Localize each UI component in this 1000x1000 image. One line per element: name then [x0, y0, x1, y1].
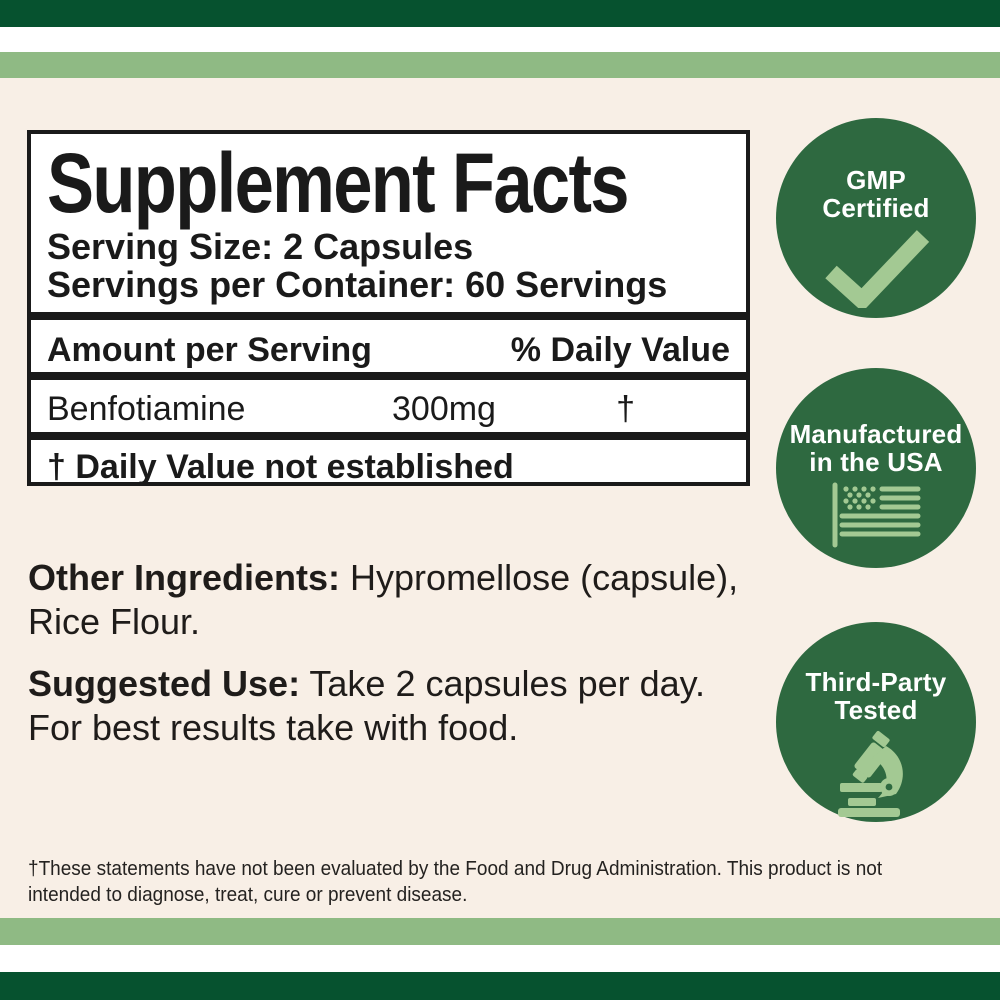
serving-info: Serving Size: 2 Capsules Servings per Co…	[47, 225, 730, 305]
fda-disclaimer: †These statements have not been evaluate…	[28, 856, 969, 908]
supplement-facts-panel: Supplement Facts Serving Size: 2 Capsule…	[27, 130, 750, 486]
daily-value-footnote: † Daily Value not established	[31, 432, 746, 482]
daily-value-header: % Daily Value	[510, 331, 730, 369]
bottom-dark-stripe	[0, 972, 1000, 1000]
other-ingredients-paragraph: Other Ingredients: Hypromellose (capsule…	[28, 556, 763, 644]
facts-title: Supplement Facts	[47, 136, 630, 230]
other-ingredients-text-line2: Rice Flour.	[28, 600, 201, 642]
suggested-use-label: Suggested Use:	[28, 663, 301, 704]
tested-badge-line1: Third-Party	[805, 667, 947, 697]
suggested-use-text-line2: For best results take with food.	[28, 706, 519, 748]
usa-badge-line2: in the USA	[809, 447, 943, 478]
other-ingredients-label: Other Ingredients:	[28, 557, 341, 598]
facts-header-section: Supplement Facts Serving Size: 2 Capsule…	[31, 134, 746, 312]
ingredient-name: Benfotiamine	[47, 390, 246, 428]
amount-per-serving-header: Amount per Serving	[47, 331, 372, 369]
tested-badge-line2: Tested	[834, 695, 918, 726]
fda-disclaimer-line1: †These statements have not been evaluate…	[28, 858, 883, 880]
ingredient-daily-value: †	[616, 390, 635, 428]
microscope-icon	[776, 730, 976, 818]
bottom-white-stripe	[0, 945, 1000, 972]
checkmark-icon	[776, 228, 976, 309]
gmp-badge-text: GMP Certified	[776, 166, 976, 222]
top-white-stripe	[0, 27, 1000, 52]
servings-per-container: Servings per Container: 60 Servings	[47, 263, 668, 305]
other-ingredients-text: Hypromellose (capsule),	[340, 557, 739, 598]
gmp-certified-badge: GMP Certified	[776, 118, 976, 318]
usa-badge-line1: Manufactured	[789, 419, 963, 449]
third-party-tested-badge: Third-Party Tested	[776, 622, 976, 822]
suggested-use-paragraph: Suggested Use: Take 2 capsules per day. …	[28, 662, 763, 750]
top-light-stripe	[0, 52, 1000, 78]
tested-badge-text: Third-Party Tested	[776, 668, 976, 724]
usa-badge-text: Manufactured in the USA	[776, 420, 976, 476]
serving-size: Serving Size: 2 Capsules	[47, 225, 474, 267]
facts-column-header-row: Amount per Serving % Daily Value	[31, 312, 746, 372]
made-in-usa-badge: Manufactured in the USA	[776, 368, 976, 568]
gmp-badge-line1: GMP	[846, 165, 906, 195]
fda-disclaimer-line2: intended to diagnose, treat, cure or pre…	[28, 884, 468, 906]
bottom-light-stripe	[0, 918, 1000, 945]
usa-flag-icon	[776, 482, 976, 548]
gmp-badge-line2: Certified	[822, 193, 930, 224]
ingredient-amount: 300mg	[392, 390, 496, 428]
suggested-use-text: Take 2 capsules per day.	[300, 663, 705, 704]
ingredient-row: Benfotiamine 300mg †	[31, 372, 746, 432]
top-dark-stripe	[0, 0, 1000, 27]
